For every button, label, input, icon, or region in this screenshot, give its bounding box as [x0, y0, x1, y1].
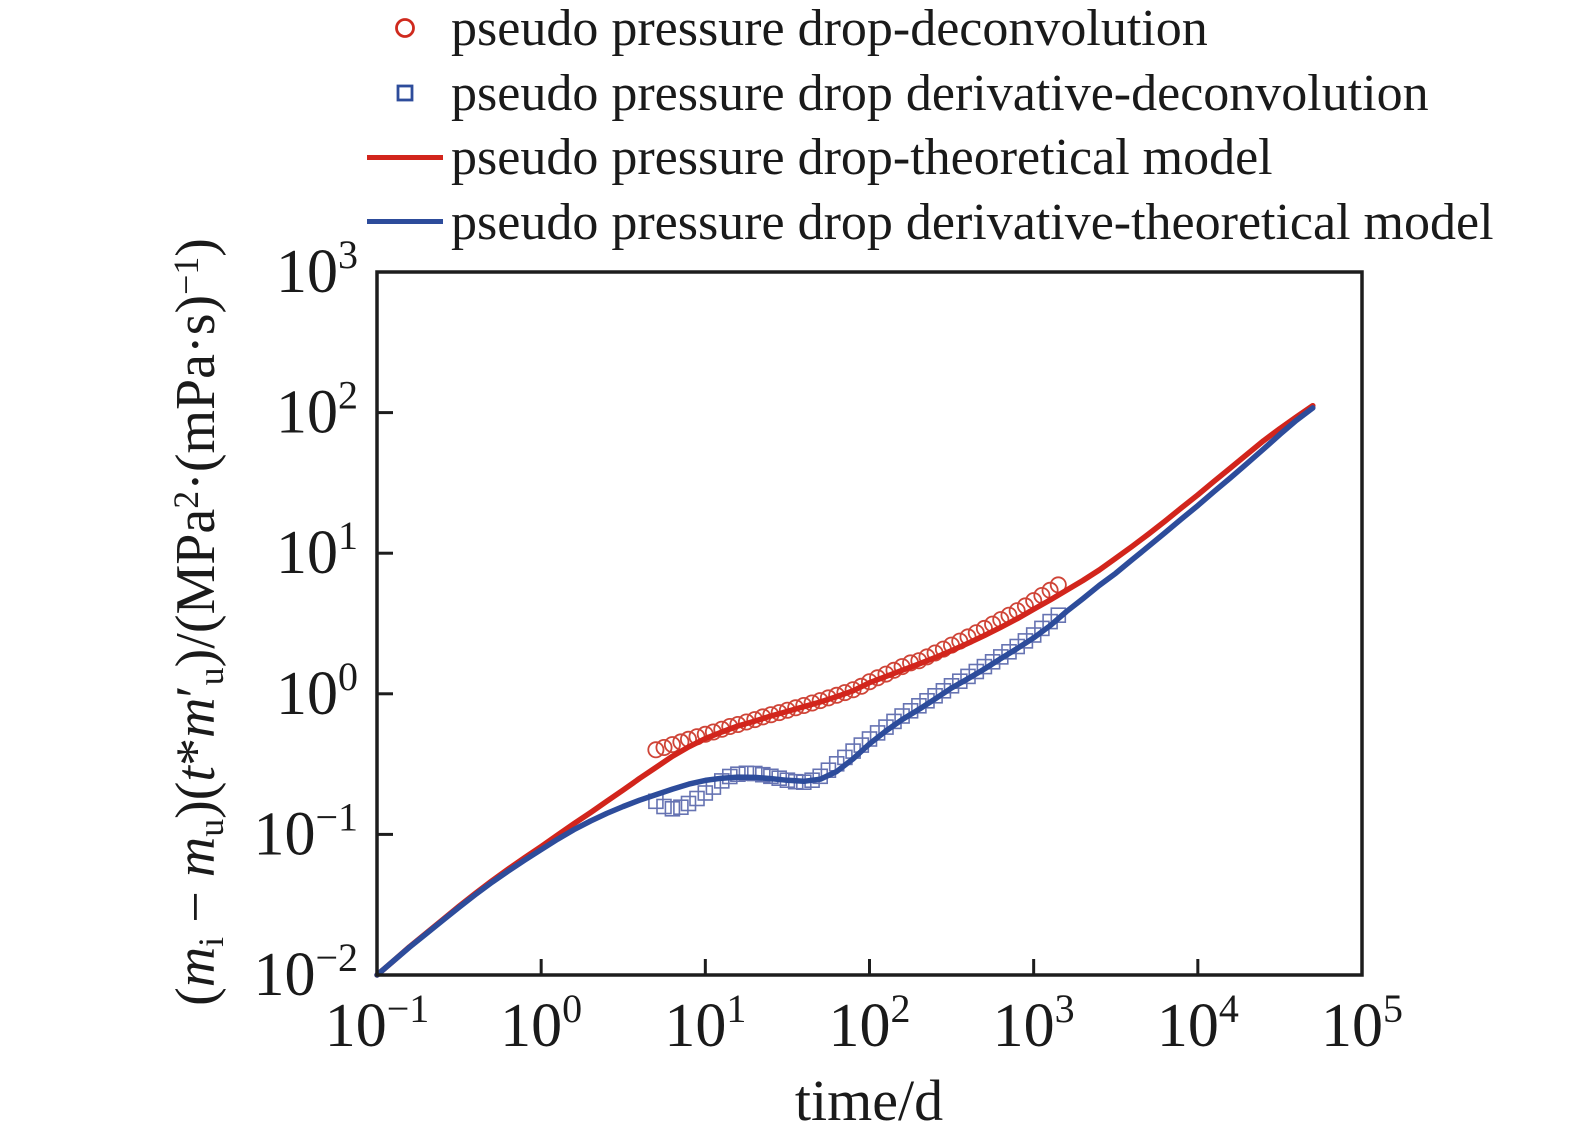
y-tick-label: 10−1 [253, 794, 358, 868]
legend-item: pseudo pressure drop derivative-theoreti… [365, 190, 1494, 255]
series-square-markers [648, 607, 1067, 817]
y-tick-label: 101 [276, 513, 358, 587]
y-tick-label: 103 [276, 232, 358, 306]
x-axis-label: time/d [794, 1068, 944, 1133]
series-line [374, 405, 1316, 978]
legend-item: pseudo pressure drop-theoretical model [365, 125, 1494, 190]
square-marker-icon [365, 75, 445, 111]
x-tick-label: 103 [993, 986, 1075, 1060]
legend-item-label: pseudo pressure drop derivative-deconvol… [451, 64, 1429, 122]
x-tick-label: 101 [664, 986, 746, 1060]
legend-item: pseudo pressure drop derivative-deconvol… [365, 61, 1494, 126]
legend-item-label: pseudo pressure drop-deconvolution [451, 0, 1208, 58]
y-axis-label: (mi − mu)(t*m′u)/(MPa2·(mPa·s)−1) [165, 238, 232, 1006]
x-tick-label: 105 [1321, 986, 1403, 1060]
legend-item: pseudo pressure drop-deconvolution [365, 0, 1494, 61]
x-tick-label: 102 [829, 986, 911, 1060]
series-circle-markers [647, 576, 1067, 759]
x-tick-label: 100 [500, 986, 582, 1060]
plot-border [375, 270, 1364, 977]
circle-marker-icon [365, 10, 445, 46]
y-tick-label: 100 [276, 654, 358, 728]
x-tick-label: 104 [1157, 986, 1239, 1060]
legend-item-label: pseudo pressure drop-theoretical model [451, 129, 1273, 187]
blue-line-marker-icon [365, 219, 445, 225]
red-line-marker-icon [365, 154, 445, 160]
legend-item-label: pseudo pressure drop derivative-theoreti… [451, 193, 1494, 251]
x-tick-label: 10−1 [325, 986, 430, 1060]
legend: pseudo pressure drop-deconvolution pseud… [365, 0, 1494, 254]
y-tick-label: 102 [276, 373, 358, 447]
